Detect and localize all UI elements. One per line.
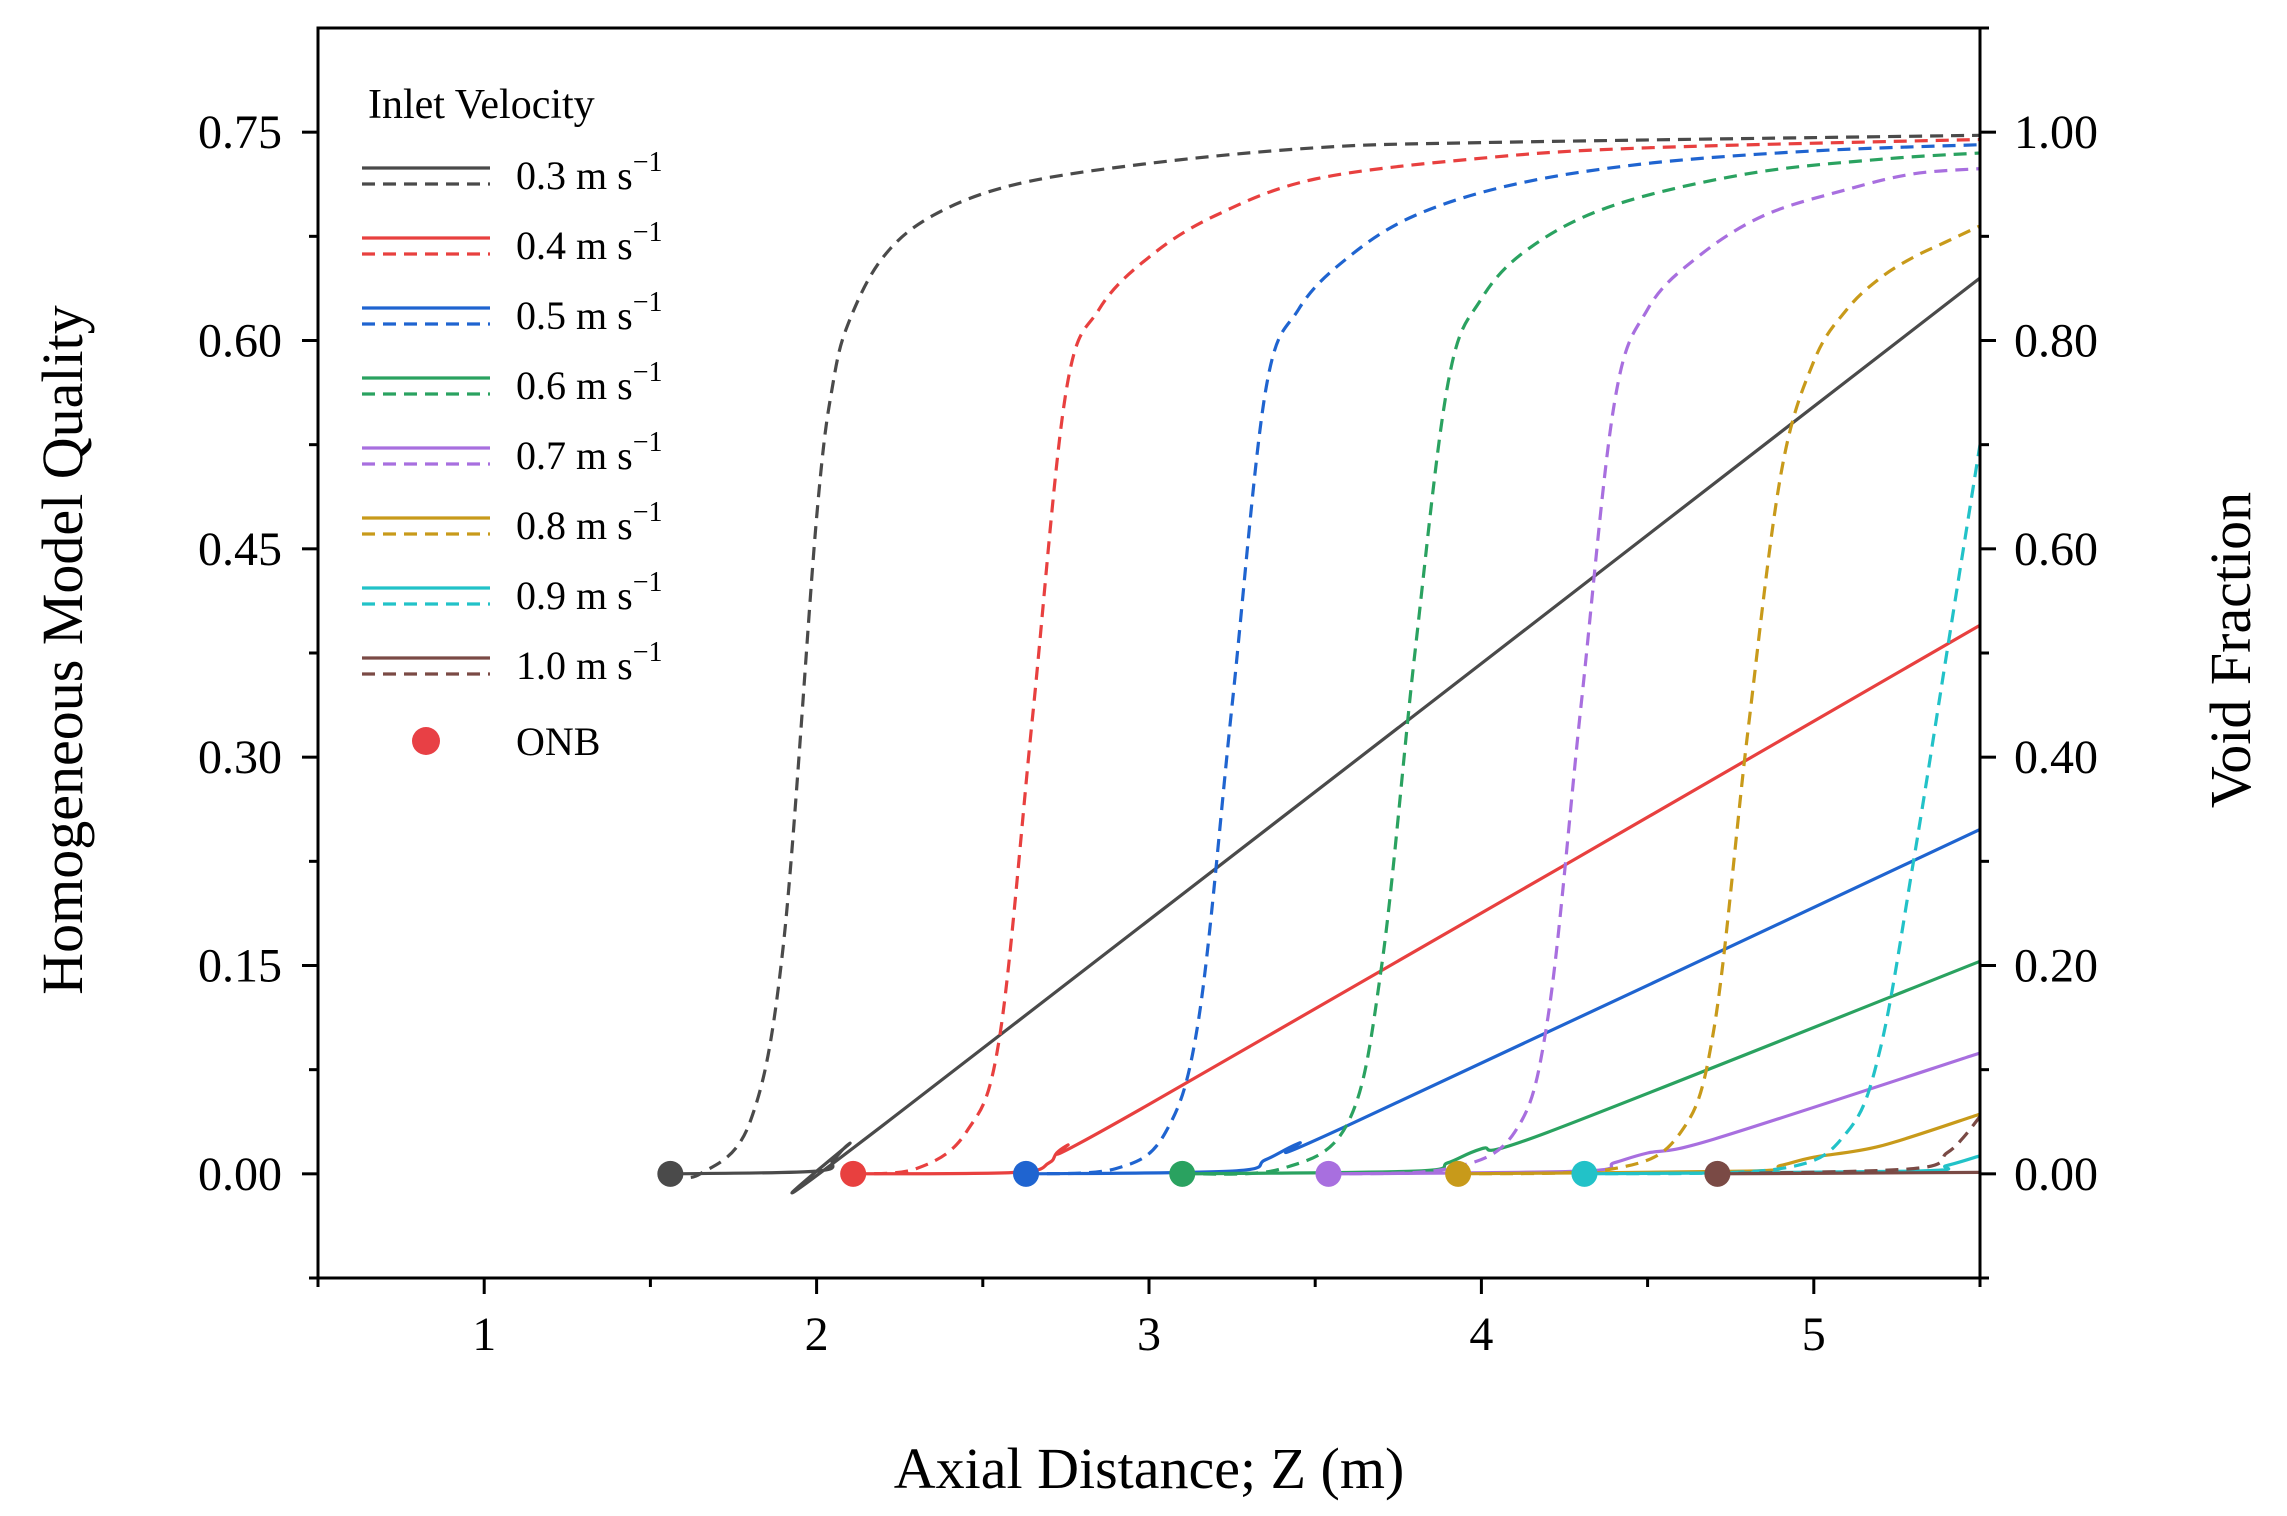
legend-label-0.6: 0.6 m s−1: [516, 357, 662, 408]
y-right-axis-title: Void Fraction: [2198, 492, 2263, 808]
onb-marker-0.3: [657, 1160, 684, 1187]
quality-line-0.9: [1584, 1154, 1981, 1176]
void-fraction-line-0.6: [1182, 151, 1981, 1176]
legend-exponent: −1: [633, 497, 663, 528]
y-left-tick-label: 0.30: [198, 731, 282, 784]
x-tick-label: 4: [1469, 1308, 1493, 1361]
void-fraction-line-0.3: [670, 133, 1981, 1180]
y-right-tick-label: 0.40: [2014, 731, 2098, 784]
legend-exponent: −1: [633, 147, 663, 178]
legend-exponent: −1: [633, 427, 663, 458]
y-left-tick-label: 0.45: [198, 523, 282, 576]
y-right-tick-label: 0.60: [2014, 523, 2098, 576]
quality-line-1.0: [1717, 1170, 1981, 1176]
legend-exponent: −1: [633, 357, 663, 388]
series-layer: [670, 133, 1982, 1195]
quality-line-0.5: [1025, 827, 1981, 1176]
void-fraction-line-0.7: [1328, 167, 1981, 1176]
void-fraction-line-0.5: [1025, 143, 1981, 1176]
legend: Inlet Velocity 0.3 m s−1 0.4 m s−1 0.5 m s…: [362, 82, 662, 764]
x-tick-label: 1: [472, 1308, 496, 1361]
legend-label-0.4: 0.4 m s−1: [516, 217, 662, 268]
x-axis-title: Axial Distance; Z (m): [894, 1436, 1405, 1501]
y-right-tick-label: 0.20: [2014, 940, 2098, 993]
legend-onb-label: ONB: [516, 719, 600, 764]
legend-label-0.3: 0.3 m s−1: [516, 147, 662, 198]
x-tick-label: 5: [1802, 1308, 1826, 1361]
void-fraction-line-0.4: [853, 137, 1981, 1176]
x-tick-label: 2: [805, 1308, 829, 1361]
legend-label-0.7: 0.7 m s−1: [516, 427, 662, 478]
y-left-tick-label: 0.75: [198, 106, 282, 159]
legend-title: Inlet Velocity: [368, 82, 595, 128]
y-left-axis-title: Homogeneous Model Quality: [30, 305, 95, 994]
y-right-tick-label: 0.00: [2014, 1148, 2098, 1201]
onb-marker-1.0: [1704, 1160, 1731, 1187]
onb-marker-0.7: [1315, 1160, 1342, 1187]
y-left-axis-ticks: 0.00 0.15 0.30 0.45 0.60 0.75: [198, 106, 318, 1280]
y-left-tick-label: 0.00: [198, 1148, 282, 1201]
legend-label-0.8: 0.8 m s−1: [516, 497, 662, 548]
y-left-tick-label: 0.60: [198, 315, 282, 368]
void-fraction-line-0.9: [1584, 444, 1982, 1176]
y-right-tick-label: 0.80: [2014, 315, 2098, 368]
y-right-tick-label: 1.00: [2014, 106, 2098, 159]
legend-exponent: −1: [633, 217, 663, 248]
legend-label-0.9: 0.9 m s−1: [516, 567, 662, 618]
legend-onb-marker: [412, 727, 440, 755]
legend-label-0.5: 0.5 m s−1: [516, 287, 662, 338]
onb-marker-0.5: [1013, 1160, 1040, 1187]
x-tick-label: 3: [1137, 1308, 1161, 1361]
legend-exponent: −1: [633, 637, 663, 668]
quality-line-0.6: [1182, 959, 1981, 1176]
onb-marker-0.6: [1169, 1160, 1196, 1187]
legend-exponent: −1: [633, 287, 663, 318]
onb-markers: [657, 1160, 1731, 1187]
onb-marker-0.9: [1571, 1160, 1598, 1187]
quality-line-0.4: [853, 623, 1981, 1176]
legend-label-1.0: 1.0 m s−1: [516, 637, 662, 688]
void-fraction-line-0.8: [1458, 224, 1981, 1176]
onb-marker-0.8: [1445, 1160, 1472, 1187]
quality-line-0.3: [670, 276, 1981, 1195]
y-right-axis-ticks: 0.00 0.20 0.40 0.60 0.80 1.00: [1980, 26, 2098, 1280]
x-axis-ticks: 1 2 3 4 5: [316, 1278, 1982, 1361]
legend-items: 0.3 m s−1 0.4 m s−1 0.5 m s−1 0.6 m s−1 0.7 …: [362, 147, 662, 688]
y-left-tick-label: 0.15: [198, 940, 282, 993]
legend-exponent: −1: [633, 567, 663, 598]
onb-marker-0.4: [840, 1160, 867, 1187]
